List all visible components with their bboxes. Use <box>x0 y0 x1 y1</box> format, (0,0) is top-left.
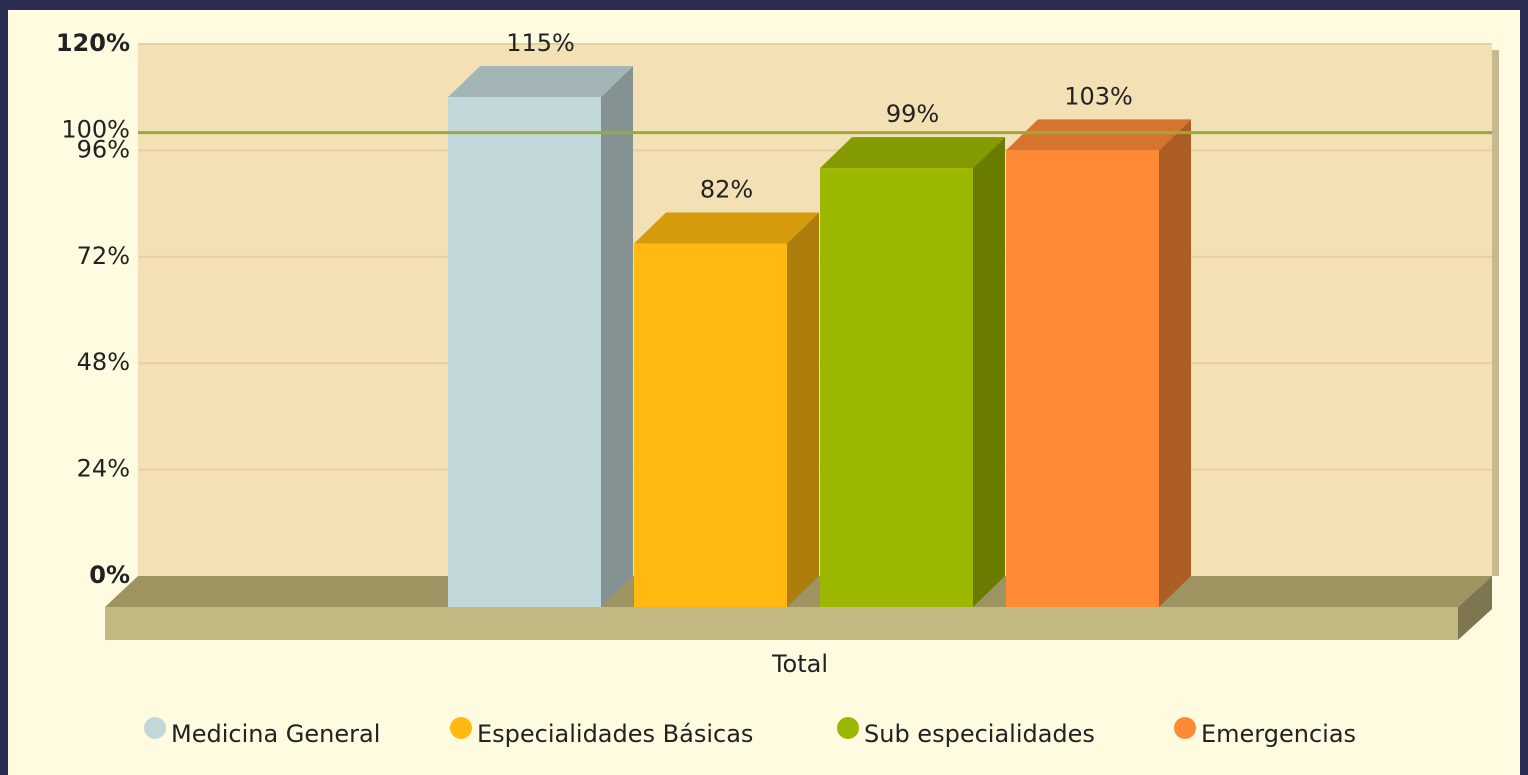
legend-swatch <box>450 717 472 739</box>
bar-side <box>787 212 819 607</box>
reference-label: 100% <box>61 116 130 144</box>
floor-front <box>105 607 1458 640</box>
bar <box>448 97 601 608</box>
y-tick-label: 120% <box>56 29 130 57</box>
wall-edge <box>1492 50 1499 576</box>
bar-side <box>973 137 1005 607</box>
x-tick-label: Total <box>771 650 828 678</box>
legend-swatch <box>144 717 166 739</box>
bar-top <box>634 212 819 244</box>
bar-top <box>1006 119 1191 151</box>
floor-side <box>1458 576 1492 640</box>
value-label: 99% <box>886 100 939 128</box>
bar-top <box>820 137 1005 169</box>
legend-label: Medicina General <box>171 720 380 748</box>
bar-top <box>448 66 633 98</box>
bar <box>820 168 973 607</box>
legend-label: Emergencias <box>1201 720 1356 748</box>
y-tick-label: 48% <box>77 348 130 376</box>
y-tick-label: 72% <box>77 242 130 270</box>
legend-swatch <box>837 717 859 739</box>
legend-label: Sub especialidades <box>864 720 1095 748</box>
bar <box>634 243 787 607</box>
value-label: 115% <box>506 29 575 57</box>
legend-swatch <box>1174 717 1196 739</box>
bar <box>1006 150 1159 607</box>
bar-side <box>1159 119 1191 607</box>
bar-side <box>601 66 633 607</box>
value-label: 82% <box>700 175 753 203</box>
y-tick-label: 24% <box>77 455 130 483</box>
y-tick-label: 0% <box>89 561 130 589</box>
legend-label: Especialidades Básicas <box>477 720 753 748</box>
y-tick-label: 96% <box>77 135 130 163</box>
value-label: 103% <box>1064 82 1133 110</box>
